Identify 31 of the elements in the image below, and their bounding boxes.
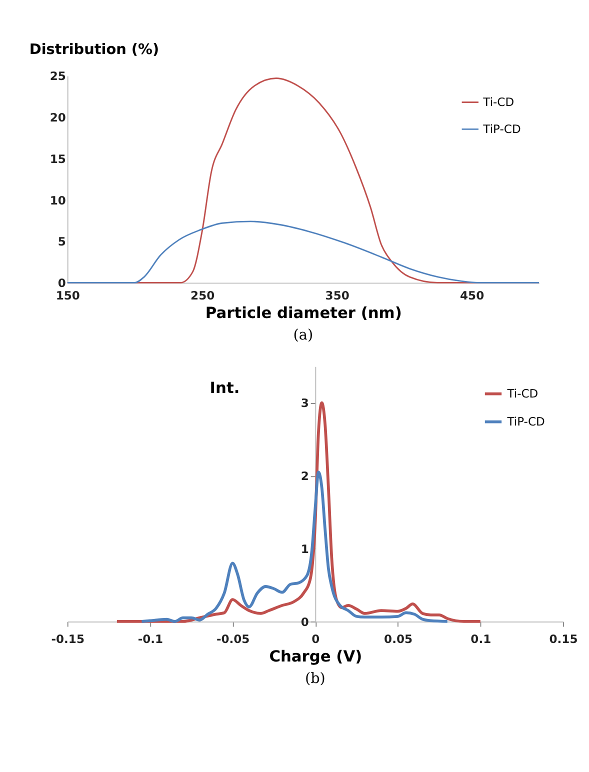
x-tick-label: 0.15	[549, 632, 578, 646]
y-tick-label: 20	[50, 110, 66, 124]
text: (a)	[293, 327, 314, 344]
x-tick-label: 0.1	[470, 632, 492, 646]
y-tick-label: 0	[58, 276, 66, 290]
legend-label: TiP-CD	[482, 122, 521, 136]
y-tick-label: 15	[50, 152, 66, 166]
x-tick-label: 350	[325, 288, 350, 303]
y-tick-label: 5	[58, 234, 66, 249]
y-axis-title: Int.	[210, 378, 240, 397]
legend-label: Ti-CD	[482, 95, 514, 110]
y-axis-title: Distribution (%)	[29, 42, 160, 58]
x-tick-label: -0.1	[138, 632, 164, 646]
text: (b)	[304, 671, 326, 688]
x-tick-label: 250	[190, 288, 215, 303]
x-tick-label: -0.15	[51, 632, 84, 646]
legend-label: Ti-CD	[506, 386, 538, 401]
x-tick-label: 0	[312, 632, 320, 646]
y-tick-label: 25	[50, 69, 66, 84]
y-tick-label: 1	[300, 542, 309, 556]
x-tick-label: 150	[56, 288, 80, 303]
legend-label: TiP-CD	[506, 414, 545, 429]
x-tick-label: 450	[460, 288, 484, 303]
y-tick-label: 3	[300, 396, 309, 410]
x-tick-label: -0.05	[216, 632, 250, 646]
y-tick-label: 0	[300, 614, 309, 629]
x-axis-title: Particle diameter (nm)	[205, 304, 402, 322]
x-axis-title: Charge (V)	[269, 647, 362, 666]
y-tick-label: 10	[50, 193, 66, 208]
y-tick-label: 2	[300, 469, 309, 484]
x-tick-label: 0.05	[384, 632, 413, 646]
